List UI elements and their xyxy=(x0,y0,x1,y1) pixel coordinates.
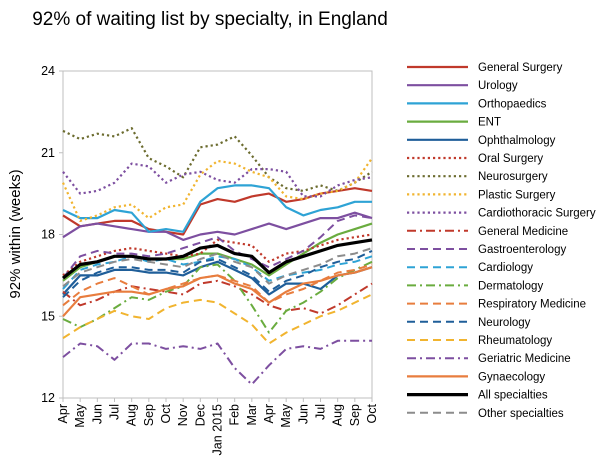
series-line xyxy=(62,184,372,233)
legend-label: Rheumatology xyxy=(478,335,552,347)
x-tick-label: Nov xyxy=(176,403,190,426)
legend-label: Dermatology xyxy=(478,280,543,292)
legend-label: Oral Surgery xyxy=(478,153,543,165)
plot-area xyxy=(62,70,373,399)
series-line xyxy=(62,260,373,334)
x-tick-label: Jun xyxy=(296,404,310,424)
legend-label: General Medicine xyxy=(478,226,568,238)
plot-frame xyxy=(62,70,373,399)
y-tick-label: 12 xyxy=(41,391,55,405)
legend-label: Cardiology xyxy=(478,262,533,274)
series-line xyxy=(62,293,373,345)
legend-label: Orthopaedics xyxy=(478,98,547,110)
x-tick-label: Aug xyxy=(331,404,345,426)
legend-label: Geriatric Medicine xyxy=(478,353,571,365)
legend: General Surgery Urology Orthopaedics ENT Oph… xyxy=(407,62,596,420)
series-line xyxy=(62,233,373,277)
chart-title: 92% of waiting list by specialty, in Eng… xyxy=(32,9,388,30)
x-tick-label: Mar xyxy=(245,404,259,426)
x-tick-label: Aug xyxy=(125,404,139,426)
series-line xyxy=(62,266,373,318)
legend-label: All specialties xyxy=(478,390,548,402)
x-tick-label: Sep xyxy=(142,404,156,426)
series-line xyxy=(61,157,373,222)
series-line xyxy=(62,211,373,241)
series-line xyxy=(62,214,373,279)
y-tick-label: 24 xyxy=(41,64,55,78)
series-line xyxy=(62,339,372,386)
x-axis: Apr May Jun Jul Aug Sep Oct Nov Dec Jan 2015 Feb Ma… xyxy=(56,398,379,455)
legend-label: Gynaecology xyxy=(478,371,545,383)
x-tick-label: Jul xyxy=(314,404,328,420)
series-line xyxy=(62,247,373,288)
legend-label: Neurosurgery xyxy=(478,171,548,183)
series-line xyxy=(62,263,373,307)
legend-label: Respiratory Medicine xyxy=(478,299,586,311)
legend-label: Ophthalmology xyxy=(478,135,556,147)
x-tick-label: Oct xyxy=(365,403,379,423)
x-tick-label: Jun xyxy=(90,404,104,424)
series-line xyxy=(62,162,373,198)
x-tick-label: May xyxy=(279,403,293,427)
legend-label: Neurology xyxy=(478,317,531,329)
series-line xyxy=(62,255,373,290)
y-tick-label: 15 xyxy=(41,309,55,323)
series-line xyxy=(62,249,373,298)
y-axis-title: 92% within (weeks) xyxy=(7,169,24,298)
series-line xyxy=(62,238,373,280)
x-tick-label: Jan 2015 xyxy=(211,404,225,455)
x-tick-label: Sep xyxy=(348,404,362,426)
legend-label: Cardiothoracic Surgery xyxy=(478,208,596,220)
series-line xyxy=(62,260,373,296)
x-tick-label: Dec xyxy=(193,404,207,426)
x-tick-label: Apr xyxy=(262,404,276,423)
x-tick-label: Jul xyxy=(108,404,122,420)
series-lines xyxy=(61,127,373,386)
legend-label: Plastic Surgery xyxy=(478,189,556,201)
legend-label: ENT xyxy=(478,117,501,129)
x-tick-label: Feb xyxy=(228,404,242,426)
y-tick-label: 18 xyxy=(41,228,55,242)
x-tick-label: Oct xyxy=(159,403,173,423)
legend-label: Other specialties xyxy=(478,408,564,420)
legend-label: General Surgery xyxy=(478,62,563,74)
legend-label: Gastroenterology xyxy=(478,244,566,256)
x-tick-label: Apr xyxy=(56,404,70,423)
series-line xyxy=(62,127,373,192)
y-tick-label: 21 xyxy=(41,146,55,160)
legend-label: Urology xyxy=(478,80,518,92)
x-tick-label: May xyxy=(73,403,87,427)
y-axis: 12 15 18 21 24 xyxy=(41,64,63,405)
